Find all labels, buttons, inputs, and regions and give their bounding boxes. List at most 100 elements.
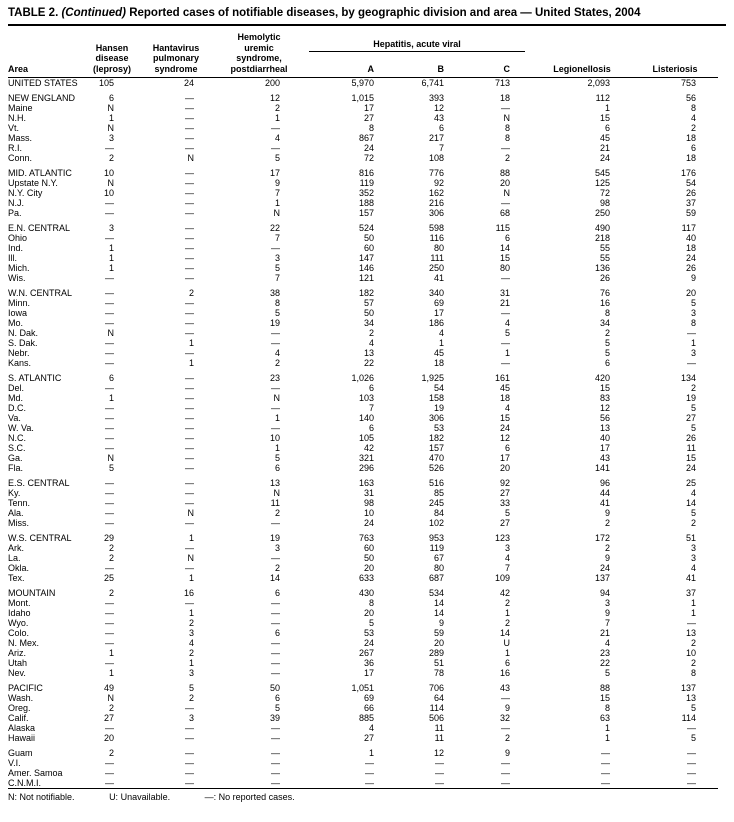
area-cell: Ky.	[8, 488, 21, 498]
table-row: Ariz. 1 2 — 267 289 1 23 10	[8, 648, 718, 658]
value-cell: —	[105, 433, 114, 443]
value-cell: —	[105, 273, 114, 283]
table-row: N. Dak. N — — 2 4 5 2 —	[8, 328, 718, 338]
area-cell: Nebr.	[8, 348, 30, 358]
value-cell: 14	[500, 243, 511, 253]
value-cell: 13	[686, 628, 697, 638]
value-cell: —	[105, 383, 114, 393]
value-cell: 125	[594, 178, 611, 188]
value-cell: 112	[595, 93, 611, 103]
value-cell: 157	[358, 208, 374, 218]
value-cell: 45	[433, 348, 444, 358]
value-cell: 43	[500, 683, 511, 693]
table-row: Conn. 2 N 5 72 108 2 24 18	[8, 153, 718, 163]
value-cell: —	[271, 658, 280, 668]
value-cell: —	[365, 758, 374, 768]
table-row: W.N. CENTRAL — 2 38 182 340 31 76 20	[8, 288, 718, 298]
value-cell: 9	[505, 748, 511, 758]
value-cell: 41	[600, 498, 611, 508]
value-cell: 1	[188, 608, 194, 618]
value-cell: 162	[428, 188, 444, 198]
area-cell: N. Mex.	[8, 638, 40, 648]
table-row: Wyo. — 2 — 5 9 2 7 —	[8, 618, 718, 628]
value-cell: 306	[428, 208, 444, 218]
value-cell: —	[105, 608, 114, 618]
value-cell: 23	[600, 648, 611, 658]
table-row: Ga. N — 5 321 470 17 43 15	[8, 453, 718, 463]
value-cell: 1	[274, 113, 280, 123]
value-cell: —	[271, 748, 280, 758]
table-title-prefix: TABLE 2.	[8, 7, 59, 19]
value-cell: —	[185, 703, 194, 713]
value-cell: —	[105, 443, 114, 453]
value-cell: 26	[686, 433, 697, 443]
area-cell: Md.	[8, 393, 24, 403]
value-cell: 50	[363, 308, 374, 318]
value-cell: 27	[686, 413, 697, 423]
area-cell: Iowa	[8, 308, 28, 318]
value-cell: —	[501, 768, 511, 778]
value-cell: 4	[188, 638, 194, 648]
area-cell: Oreg.	[8, 703, 31, 713]
value-cell: —	[185, 478, 194, 488]
value-cell: 39	[269, 713, 280, 723]
area-cell: Ark.	[8, 543, 25, 553]
value-cell: 2	[274, 103, 280, 113]
value-cell: 10	[103, 188, 114, 198]
value-cell: 2	[505, 733, 511, 743]
area-cell: Okla.	[8, 563, 30, 573]
value-cell: 123	[494, 533, 511, 543]
value-cell: 5,970	[351, 78, 374, 88]
value-cell: 2	[188, 618, 194, 628]
value-cell: 41	[686, 573, 697, 583]
value-cell: 119	[359, 178, 374, 188]
value-cell: 6	[505, 658, 511, 668]
value-cell: 31	[363, 488, 374, 498]
value-cell: 40	[600, 433, 611, 443]
value-cell: 470	[428, 453, 444, 463]
area-cell: Nev.	[8, 668, 26, 678]
value-cell: —	[185, 348, 194, 358]
value-cell: —	[271, 143, 280, 153]
col-header-hepatitis-group: Hepatitis, acute viral	[302, 28, 532, 64]
value-cell: 8	[368, 123, 374, 133]
area-cell: Tenn.	[8, 498, 31, 508]
value-cell: 88	[500, 168, 511, 178]
value-cell: 163	[358, 478, 374, 488]
area-cell: Fla.	[8, 463, 24, 473]
table-row: V.I. — — — — — — — —	[8, 758, 718, 768]
value-cell: 6	[274, 588, 280, 598]
table-row: Okla. — — 2 20 80 7 24 4	[8, 563, 718, 573]
value-cell: 10	[103, 168, 114, 178]
value-cell: 25	[686, 478, 697, 488]
value-cell: —	[687, 358, 697, 368]
value-cell: 24	[363, 638, 374, 648]
area-cell: Del.	[8, 383, 25, 393]
value-cell: 80	[500, 263, 511, 273]
table-row: Wis. — — 7 121 41 — 26 9	[8, 273, 718, 283]
area-cell: Ala.	[8, 508, 24, 518]
value-cell: 69	[363, 693, 374, 703]
value-cell: 8	[691, 103, 697, 113]
value-cell: —	[271, 403, 280, 413]
value-cell: 17	[363, 668, 374, 678]
value-cell: 1	[274, 413, 280, 423]
table-row: Wash. N 2 6 69 64 — 15 13	[8, 693, 718, 703]
table-row: Calif. 27 3 39 885 506 32 63 114	[8, 713, 718, 723]
value-cell: N	[187, 553, 195, 563]
value-cell: 20	[363, 608, 374, 618]
value-cell: —	[185, 328, 194, 338]
value-cell: —	[105, 658, 114, 668]
value-cell: —	[501, 693, 511, 703]
value-cell: 15	[600, 383, 611, 393]
value-cell: 5	[274, 453, 280, 463]
value-cell: 24	[363, 518, 374, 528]
table-row: Hawaii 20 — — 27 11 2 1 5	[8, 733, 718, 743]
value-cell: 289	[428, 648, 444, 658]
value-cell: 92	[433, 178, 444, 188]
value-cell: 1	[274, 198, 280, 208]
area-cell: Wash.	[8, 693, 34, 703]
table-row: N.C. — — 10 105 182 12 40 26	[8, 433, 718, 443]
value-cell: —	[185, 208, 194, 218]
value-cell: —	[185, 488, 194, 498]
